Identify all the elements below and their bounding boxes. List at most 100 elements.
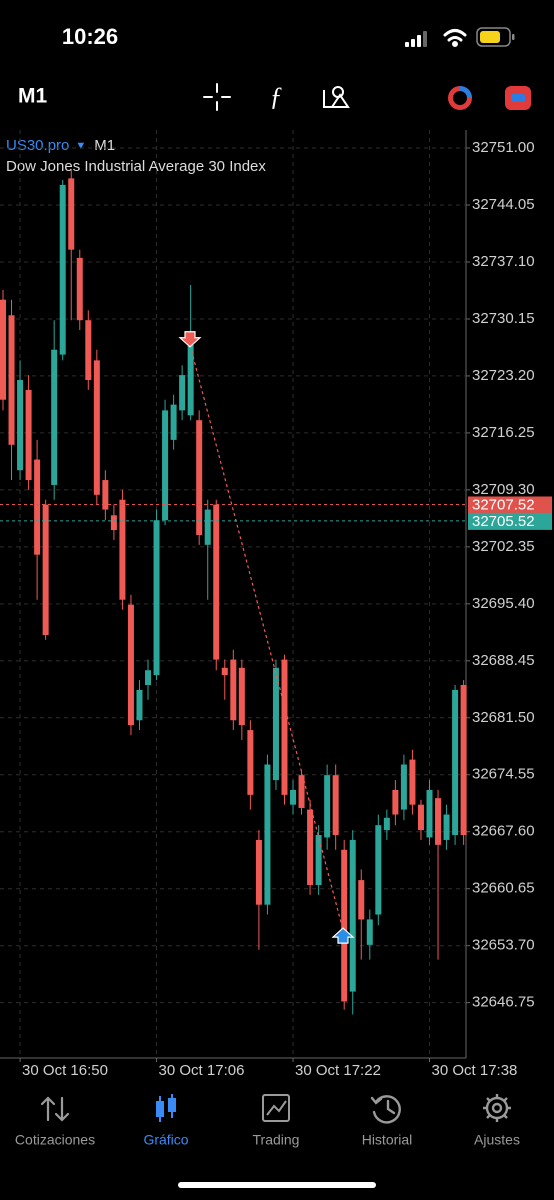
candle-body	[34, 459, 41, 555]
home-indicator	[178, 1182, 376, 1188]
candle-body	[25, 389, 32, 481]
candle-body	[392, 789, 399, 815]
x-tick-label: 30 Oct 17:22	[295, 1062, 381, 1079]
candle-body	[196, 420, 203, 535]
y-tick-label: 32688.45	[472, 652, 535, 669]
bid-line-label: 32707.52	[472, 496, 535, 513]
candle-body	[417, 804, 424, 831]
candle-body	[170, 404, 177, 440]
candle-body	[187, 344, 194, 416]
x-tick-label: 30 Oct 16:50	[22, 1062, 108, 1079]
timeframe-button[interactable]: M1	[18, 85, 47, 108]
nav-icon-chart[interactable]	[156, 1094, 176, 1122]
y-tick-label: 32744.05	[472, 196, 535, 213]
candle-body	[59, 184, 66, 355]
chart-symbol: US30.pro ▼ M1	[6, 137, 115, 154]
candle-body	[281, 659, 288, 795]
nav-label[interactable]: Cotizaciones	[15, 1132, 95, 1148]
y-tick-label: 32646.75	[472, 994, 535, 1011]
candle-body	[110, 515, 117, 531]
candle-body	[247, 730, 254, 795]
candle-body	[349, 839, 356, 992]
y-tick-label: 32737.10	[472, 253, 535, 270]
candle-body	[383, 817, 390, 831]
objects-button[interactable]	[323, 86, 350, 108]
y-tick-label: 32702.35	[472, 538, 535, 555]
candle-body	[68, 178, 75, 250]
nav-label[interactable]: Ajustes	[474, 1132, 520, 1148]
y-tick-label: 32716.25	[472, 424, 535, 441]
indicators-button[interactable]: ƒ	[270, 82, 283, 111]
nav-label[interactable]: Trading	[253, 1132, 300, 1148]
account-button[interactable]	[505, 86, 531, 110]
y-tick-label: 32681.50	[472, 709, 535, 726]
sell-arrow	[178, 331, 202, 348]
candle-body	[85, 320, 92, 381]
candle-body	[76, 257, 83, 321]
y-tick-label: 32667.60	[472, 823, 535, 840]
y-tick-label: 32723.20	[472, 367, 535, 384]
ask-line-label: 32705.52	[472, 513, 535, 530]
candle-body	[460, 684, 467, 836]
status-time: 10:26	[62, 24, 118, 49]
y-tick-label: 32674.55	[472, 766, 535, 783]
candle-body	[452, 689, 459, 836]
candle-body	[153, 520, 160, 676]
plot: 32751.00 32744.05 32737.10 32730.15 32723.20…	[0, 130, 552, 1079]
y-tick-label: 32709.30	[472, 481, 535, 498]
nav-icon-settings[interactable]	[483, 1094, 511, 1122]
candle-body	[307, 809, 314, 886]
candle-body	[400, 764, 407, 810]
y-tick-label: 32730.15	[472, 310, 535, 327]
candle-body	[264, 764, 271, 905]
chart-title: Dow Jones Industrial Average 30 Index	[6, 158, 266, 175]
candle-body	[145, 670, 152, 685]
trade-line	[189, 344, 344, 931]
ask-line-label-box	[468, 512, 552, 530]
candle-body	[435, 798, 442, 845]
y-tick-label: 32653.70	[472, 937, 535, 954]
candle-body	[162, 410, 169, 521]
candle-body	[332, 775, 339, 836]
candle-body	[255, 839, 262, 905]
nav-icon-quotes[interactable]	[40, 1096, 70, 1122]
buy-arrow	[331, 927, 355, 944]
candle-body	[179, 375, 186, 411]
trade-button[interactable]	[448, 86, 472, 110]
candle-body	[42, 504, 49, 635]
candle-body	[426, 789, 433, 838]
bid-line-label-box	[468, 496, 552, 514]
candle-body	[298, 775, 305, 808]
nav-label[interactable]: Gráfico	[143, 1132, 188, 1148]
candle-body	[366, 919, 373, 945]
candle-body	[221, 667, 228, 676]
candle-body	[358, 880, 365, 920]
candle-body	[375, 825, 382, 915]
candle-body	[17, 380, 24, 471]
candle-body	[102, 480, 109, 510]
candle-body	[409, 759, 416, 805]
wifi-icon	[443, 29, 467, 47]
candle-body	[0, 299, 6, 400]
candle-body	[290, 789, 297, 805]
candle-body	[8, 315, 15, 445]
bottom-nav: Cotizaciones Gráfico Trading Historial Ajust…	[15, 1132, 520, 1148]
candle-body	[443, 814, 450, 840]
nav-label[interactable]: Historial	[362, 1132, 413, 1148]
candle-body	[230, 659, 237, 721]
nav-icon-trading[interactable]	[262, 1094, 290, 1122]
nav-icon-history[interactable]	[370, 1095, 401, 1124]
crosshair-button[interactable]	[203, 83, 231, 111]
candle-body	[136, 689, 143, 721]
candle-body	[213, 504, 220, 660]
x-tick-label: 30 Oct 17:38	[432, 1062, 518, 1079]
candle-body	[93, 360, 100, 495]
x-tick-label: 30 Oct 17:06	[159, 1062, 245, 1079]
candle-body	[119, 499, 126, 600]
candle-body	[204, 509, 211, 545]
y-tick-label: 32695.40	[472, 595, 535, 612]
y-tick-label: 32660.65	[472, 880, 535, 897]
symbol-dropdown[interactable]: ▼	[75, 140, 86, 152]
